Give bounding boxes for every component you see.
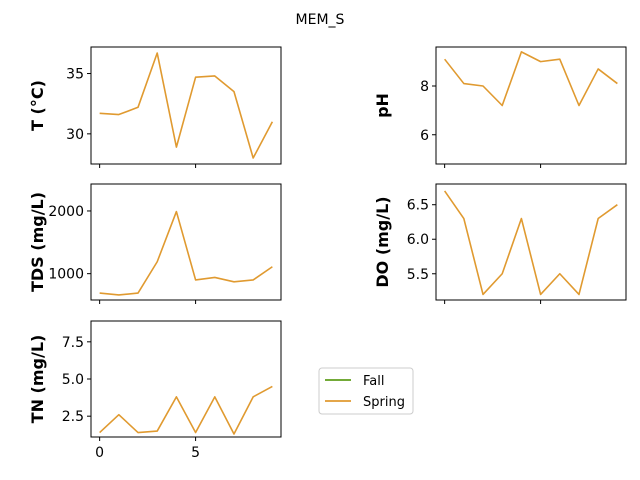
series-line-spring	[444, 51, 618, 107]
series-line-spring	[99, 52, 274, 159]
subplot-4: 5.5 6.0 6.5 DO (mg/L)	[373, 183, 627, 304]
y-tick-label: 5.0	[62, 372, 84, 388]
y-axis-label: pH	[373, 93, 392, 118]
legend: Fall Spring	[318, 367, 414, 415]
series-line-spring	[99, 385, 273, 435]
y-axis-label: TN (mg/L)	[28, 335, 47, 424]
y-tick-label: 6.0	[407, 232, 429, 248]
axes-frame	[435, 183, 627, 301]
y-axis-label: T (°C)	[28, 80, 47, 131]
axes-frame	[435, 46, 627, 165]
series-line-spring	[443, 190, 618, 296]
y-tick-label: 7.5	[62, 335, 84, 351]
legend-label-spring: Spring	[363, 395, 405, 410]
x-tick-label: 5	[191, 445, 200, 461]
x-tick-label: 0	[95, 445, 104, 461]
y-axis-label: DO (mg/L)	[373, 196, 392, 287]
y-tick-label: 6.5	[407, 198, 429, 214]
y-axis-label: TDS (mg/L)	[28, 192, 47, 292]
axes-frame	[90, 183, 282, 301]
y-tick-label: 8	[420, 79, 429, 95]
y-tick-label: 5.5	[407, 267, 429, 283]
axes-frame	[90, 320, 282, 438]
subplot-2: 6 8 pH	[373, 46, 627, 168]
subplot-1: 30 35 T (°C)	[28, 46, 282, 168]
y-tick-label: 2000	[48, 204, 84, 220]
series-line-spring	[99, 210, 273, 296]
y-tick-label: 35	[66, 67, 84, 83]
y-tick-label: 1000	[48, 267, 84, 283]
y-tick-label: 6	[420, 128, 429, 144]
y-tick-label: 2.5	[62, 409, 84, 425]
y-tick-label: 30	[66, 127, 84, 143]
figure-title: MEM_S	[296, 12, 345, 28]
legend-label-fall: Fall	[363, 374, 384, 389]
subplot-5: 2.5 5.0 7.5 0 5 TN (mg/L)	[28, 320, 282, 461]
axes-frame	[90, 46, 282, 165]
